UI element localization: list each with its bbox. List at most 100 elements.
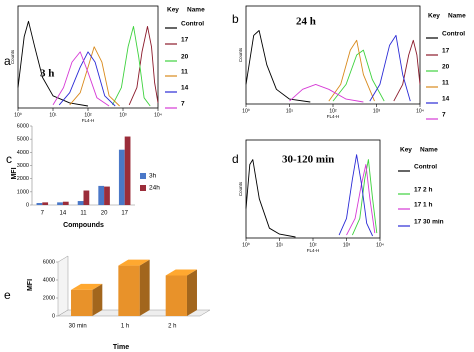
x-axis-label: FL4-H <box>327 114 340 119</box>
bar-3d <box>71 283 103 316</box>
legend-label: 17 <box>181 37 189 44</box>
bar <box>77 201 84 205</box>
x-tick-label: 10² <box>309 242 317 248</box>
x-tick-label: 10¹ <box>49 112 57 118</box>
x-tick-label: 10⁴ <box>376 242 384 248</box>
y-tick-label: 5000 <box>17 137 29 143</box>
legend-label: Control <box>181 21 204 28</box>
histogram-line <box>289 83 364 103</box>
x-axis-label: FL4-H <box>82 118 95 123</box>
bar-3d <box>165 269 197 316</box>
histogram-line <box>128 25 159 106</box>
legend-header: Name <box>448 13 466 20</box>
legend-label: 17 30 min <box>414 219 444 226</box>
panel-letter: e <box>4 288 11 302</box>
x-tick-label: 10¹ <box>286 108 294 114</box>
x-tick-label: 1 h <box>121 324 129 330</box>
bar-3d <box>118 259 150 316</box>
legend-label: 14 <box>442 96 450 103</box>
x-axis-label: FL4-H <box>307 248 320 253</box>
legend-label: 17 1 h <box>414 202 432 209</box>
x-tick-label: 10⁰ <box>242 242 250 248</box>
y-tick-label: 1000 <box>17 189 29 195</box>
legend-header: Key <box>428 13 440 20</box>
x-tick-label: 10⁴ <box>416 108 424 114</box>
x-axis-label: Compounds <box>63 222 104 229</box>
x-tick-label: 10² <box>329 108 337 114</box>
bar <box>118 149 125 205</box>
histogram-line <box>393 39 421 102</box>
panel-letter: d <box>232 152 239 166</box>
y-tick-label: 4000 <box>17 150 29 156</box>
x-tick-label: 10³ <box>343 242 351 248</box>
bar <box>36 203 43 205</box>
legend-swatch <box>140 173 146 179</box>
histogram-line <box>338 154 374 237</box>
legend-label: 11 <box>181 69 188 76</box>
x-tick-label: 10⁴ <box>154 112 162 118</box>
bar-side <box>139 259 150 316</box>
histogram-line <box>58 51 116 107</box>
bar <box>57 202 63 205</box>
legend-label: 17 2 h <box>414 187 432 194</box>
y-axis-label: MFI <box>11 167 18 179</box>
legend-label: 11 <box>442 80 449 87</box>
annotation: 24 h <box>296 16 316 28</box>
x-tick-label: 20 <box>101 211 108 217</box>
histogram-line <box>245 30 311 103</box>
histogram-line <box>245 159 296 238</box>
legend-label: 7 <box>181 101 185 108</box>
x-tick-label: 11 <box>80 211 87 217</box>
legend-header: Name <box>420 147 438 154</box>
x-tick-label: 7 <box>41 211 45 217</box>
y-axis-label: MFI <box>27 279 34 291</box>
legend-header: Key <box>167 7 179 14</box>
y-tick-label: 0 <box>26 202 29 208</box>
bar-front <box>71 289 93 316</box>
x-tick-label: 30 min <box>69 324 87 330</box>
bar <box>104 186 110 205</box>
histogram-line <box>69 46 120 107</box>
legend-header: Name <box>187 7 205 14</box>
x-tick-label: 10¹ <box>276 242 284 248</box>
legend-label: 3h <box>149 173 157 180</box>
legend-label: Control <box>414 164 437 171</box>
bar <box>42 202 49 205</box>
legend-label: Control <box>442 31 465 38</box>
bar-top <box>165 269 197 276</box>
panel-letter: c <box>6 152 12 166</box>
y-axis-label: Counts <box>238 181 243 196</box>
histogram-line <box>17 20 89 107</box>
annotation: 30-120 min <box>282 154 334 166</box>
panel-letter: b <box>232 12 239 26</box>
bar-top <box>118 259 150 266</box>
x-tick-label: 10⁰ <box>242 108 250 114</box>
y-axis-label: Counts <box>10 49 15 64</box>
legend-label: 17 <box>442 48 450 55</box>
histogram-line <box>52 51 110 107</box>
legend-label: 20 <box>442 64 450 71</box>
back-wall <box>57 255 69 317</box>
bar-front <box>165 275 187 316</box>
bar <box>124 136 131 205</box>
histogram-line <box>369 34 411 102</box>
legend-header: Key <box>400 147 412 154</box>
plot-frame <box>245 5 421 105</box>
bar <box>98 185 105 205</box>
plot-frame <box>17 5 159 109</box>
x-axis-label: Time <box>113 344 129 351</box>
annotation: 3 h <box>40 68 54 80</box>
histogram-line <box>112 25 151 107</box>
legend-label: 24h <box>149 185 160 192</box>
bar-front <box>118 265 140 316</box>
y-tick-label: 6000 <box>43 259 55 265</box>
x-tick-label: 10⁰ <box>14 112 22 118</box>
bar <box>83 190 90 205</box>
legend-label: 14 <box>181 85 189 92</box>
x-tick-label: 10³ <box>373 108 381 114</box>
x-tick-label: 17 <box>121 211 128 217</box>
bar <box>62 201 69 205</box>
y-tick-label: 0 <box>52 313 55 319</box>
y-tick-label: 3000 <box>17 163 29 169</box>
